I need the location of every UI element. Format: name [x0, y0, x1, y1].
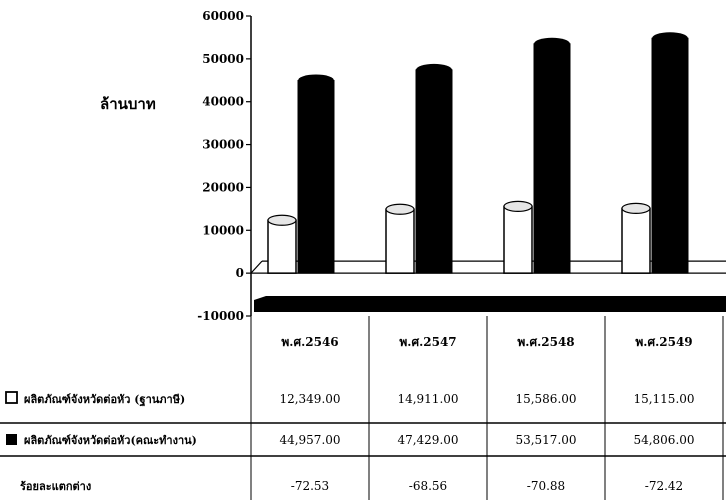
y-tick-label: 0 [236, 266, 244, 280]
bar-series2 [651, 37, 689, 274]
data-label-diff: -72.42 [645, 479, 683, 493]
floor-slab [254, 296, 726, 312]
data-label-diff: -70.88 [527, 479, 565, 493]
y-axis-label: ล้านบาท [100, 95, 156, 113]
bar-series1 [503, 205, 533, 274]
y-tick-label: 50000 [202, 52, 244, 66]
bar-series2-cap [534, 37, 570, 50]
y-tick-label: 40000 [202, 95, 244, 109]
data-label-series2: 44,957.00 [279, 433, 340, 447]
bar-series2-cap [416, 63, 452, 76]
data-label-series1: 12,349.00 [279, 392, 340, 406]
bar-series2 [415, 69, 453, 274]
extra-row-label: ร้อยละแตกต่าง [20, 480, 91, 493]
bar-series2-cap [652, 32, 688, 45]
zero-plane-side-line [250, 260, 263, 274]
y-tick-label: 60000 [202, 9, 244, 23]
y-tick-label: 30000 [202, 138, 244, 152]
category-label: พ.ศ.2546 [281, 335, 338, 349]
data-label-diff: -68.56 [409, 479, 447, 493]
bar-series1 [267, 219, 297, 274]
legend-swatch-series1 [5, 391, 18, 404]
data-label-series1: 14,911.00 [397, 392, 458, 406]
data-label-series2: 53,517.00 [515, 433, 576, 447]
data-label-series1: 15,115.00 [633, 392, 694, 406]
legend-swatch-series2 [6, 434, 17, 445]
bar-series2 [533, 43, 571, 274]
bar-series1-cap [621, 202, 651, 214]
legend-label-series1: ผลิตภัณฑ์จังหวัดต่อหัว (ฐานภาษี) [24, 393, 185, 407]
bar-series2-cap [298, 74, 334, 87]
y-tick-label: 10000 [202, 223, 244, 237]
data-label-diff: -72.53 [291, 479, 329, 493]
bar-series2 [297, 79, 335, 274]
bar-series1-cap [385, 203, 415, 215]
bar-series1-cap [503, 200, 533, 212]
y-tick-label: 20000 [202, 180, 244, 194]
data-label-series1: 15,586.00 [515, 392, 576, 406]
bar-series1 [385, 208, 415, 274]
category-label: พ.ศ.2549 [635, 335, 692, 349]
y-tick-label: -10000 [197, 309, 244, 323]
data-label-series2: 47,429.00 [397, 433, 458, 447]
data-label-series2: 54,806.00 [633, 433, 694, 447]
bar-series1-cap [267, 214, 297, 226]
bar-series1 [621, 207, 651, 274]
category-label: พ.ศ.2548 [517, 335, 574, 349]
category-label: พ.ศ.2547 [399, 335, 456, 349]
legend-label-series2: ผลิตภัณฑ์จังหวัดต่อหัว(คณะทำงาน) [24, 434, 197, 447]
